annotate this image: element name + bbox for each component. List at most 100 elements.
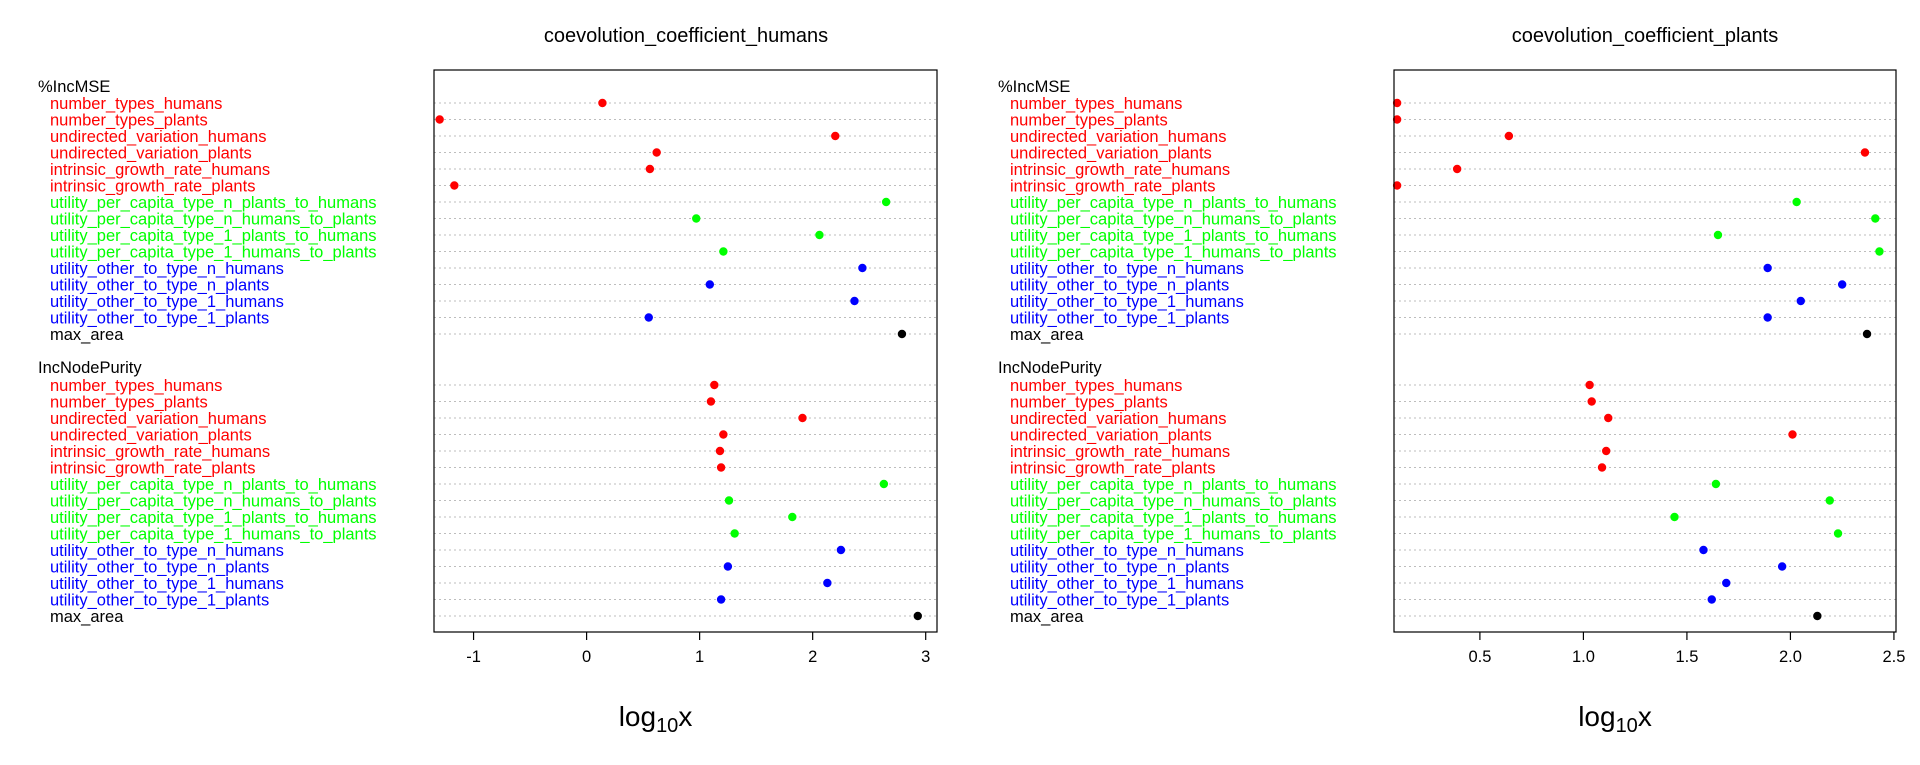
row-label: intrinsic_growth_rate_humans bbox=[50, 161, 270, 179]
row-label: utility_other_to_type_1_humans bbox=[50, 575, 284, 593]
row-label: utility_other_to_type_1_plants bbox=[1010, 592, 1229, 610]
row-label: utility_per_capita_type_1_humans_to_plan… bbox=[50, 244, 377, 262]
row-label: undirected_variation_plants bbox=[1010, 145, 1212, 163]
data-point bbox=[1813, 611, 1822, 621]
row-label: intrinsic_growth_rate_humans bbox=[1010, 443, 1230, 461]
panel-plants: coevolution_coefficient_plants%IncMSEnum… bbox=[998, 25, 1905, 737]
data-point bbox=[1699, 545, 1708, 555]
row-label: utility_other_to_type_n_plants bbox=[1010, 277, 1229, 295]
row-label: number_types_humans bbox=[1010, 377, 1182, 395]
row-label: max_area bbox=[50, 608, 124, 626]
row-label: max_area bbox=[1010, 608, 1084, 626]
row-label: utility_per_capita_type_n_humans_to_plan… bbox=[50, 493, 377, 511]
row-label: utility_other_to_type_1_humans bbox=[50, 293, 284, 311]
row-label: intrinsic_growth_rate_humans bbox=[1010, 161, 1230, 179]
panel-humans: coevolution_coefficient_humans%IncMSEnum… bbox=[38, 25, 938, 737]
data-point bbox=[435, 115, 444, 124]
row-label: utility_other_to_type_1_humans bbox=[1010, 575, 1244, 593]
data-point bbox=[1604, 413, 1613, 423]
data-point bbox=[1825, 496, 1834, 505]
row-label: intrinsic_growth_rate_plants bbox=[50, 178, 255, 196]
data-point bbox=[1788, 430, 1797, 439]
row-label: utility_per_capita_type_1_plants_to_huma… bbox=[50, 227, 377, 245]
row-label: utility_per_capita_type_n_plants_to_huma… bbox=[1010, 476, 1337, 494]
row-label: undirected_variation_plants bbox=[50, 145, 252, 163]
row-label: undirected_variation_humans bbox=[1010, 128, 1226, 146]
data-point bbox=[1392, 98, 1402, 108]
row-label: utility_per_capita_type_1_plants_to_huma… bbox=[1010, 227, 1337, 245]
x-axis-label-base: log bbox=[1578, 701, 1615, 732]
row-label: undirected_variation_humans bbox=[50, 410, 266, 428]
row-label: number_types_humans bbox=[1010, 95, 1182, 113]
row-label: undirected_variation_plants bbox=[1010, 427, 1212, 445]
row-label: utility_other_to_type_n_plants bbox=[50, 277, 269, 295]
data-point bbox=[1875, 247, 1884, 256]
row-label: utility_other_to_type_n_humans bbox=[50, 542, 284, 560]
data-point bbox=[831, 131, 840, 141]
row-label: number_types_plants bbox=[50, 394, 208, 412]
data-point bbox=[788, 512, 797, 522]
data-point bbox=[1777, 562, 1787, 571]
data-point bbox=[1860, 148, 1870, 157]
data-point bbox=[710, 380, 719, 390]
row-label: intrinsic_growth_rate_plants bbox=[1010, 178, 1215, 196]
x-axis-label-var: x bbox=[1638, 701, 1652, 732]
x-tick-label: 2.5 bbox=[1882, 648, 1905, 666]
chart-title: coevolution_coefficient_plants bbox=[1512, 25, 1778, 47]
row-label: intrinsic_growth_rate_plants bbox=[50, 460, 255, 478]
data-point bbox=[644, 313, 653, 322]
x-tick-label: 1.5 bbox=[1675, 648, 1698, 666]
row-label: utility_other_to_type_1_plants bbox=[50, 592, 269, 610]
row-label: utility_other_to_type_n_plants bbox=[1010, 559, 1229, 577]
data-point bbox=[692, 214, 701, 223]
x-axis-label: log10x bbox=[1578, 701, 1652, 737]
row-label: utility_other_to_type_n_plants bbox=[50, 559, 269, 577]
row-label: utility_per_capita_type_n_humans_to_plan… bbox=[1010, 211, 1337, 229]
data-point bbox=[1587, 397, 1596, 406]
x-tick-label: 1 bbox=[695, 648, 704, 666]
data-point bbox=[1707, 595, 1716, 604]
data-point bbox=[724, 496, 734, 505]
row-label: number_types_plants bbox=[50, 112, 208, 130]
data-point bbox=[1763, 313, 1772, 322]
data-point bbox=[730, 529, 739, 538]
x-tick-label: 0.5 bbox=[1468, 648, 1491, 666]
row-label: utility_other_to_type_1_plants bbox=[50, 310, 269, 328]
row-label: utility_other_to_type_1_humans bbox=[1010, 293, 1244, 311]
data-point bbox=[719, 430, 728, 439]
row-label: utility_per_capita_type_1_plants_to_huma… bbox=[50, 509, 377, 527]
row-label: utility_per_capita_type_1_plants_to_huma… bbox=[1010, 509, 1337, 527]
data-point bbox=[879, 479, 889, 489]
data-point bbox=[1597, 463, 1607, 472]
data-point bbox=[858, 263, 867, 273]
x-axis-label-base: log bbox=[619, 701, 656, 732]
data-point bbox=[1722, 578, 1731, 588]
data-point bbox=[1792, 197, 1801, 207]
data-point bbox=[1601, 446, 1611, 456]
x-tick-label: 2 bbox=[808, 648, 817, 666]
data-point bbox=[719, 247, 728, 256]
x-axis-label-sub: 10 bbox=[656, 715, 678, 737]
data-point bbox=[706, 397, 716, 406]
data-point bbox=[823, 578, 832, 588]
row-label: utility_per_capita_type_n_plants_to_huma… bbox=[1010, 194, 1337, 212]
data-point bbox=[850, 296, 859, 306]
data-point bbox=[715, 446, 725, 456]
plot-frame bbox=[433, 69, 938, 633]
data-point bbox=[1711, 479, 1721, 489]
data-point bbox=[645, 164, 655, 174]
x-tick-label: 3 bbox=[921, 648, 930, 666]
data-point bbox=[705, 280, 715, 289]
data-point bbox=[1837, 280, 1847, 289]
group-label: %IncMSE bbox=[998, 78, 1070, 96]
data-point bbox=[716, 595, 726, 604]
row-label: intrinsic_growth_rate_plants bbox=[1010, 460, 1215, 478]
data-point bbox=[798, 413, 807, 423]
group-label: %IncMSE bbox=[38, 78, 110, 96]
plot-frame bbox=[1393, 69, 1897, 633]
row-label: utility_per_capita_type_n_humans_to_plan… bbox=[50, 211, 377, 229]
row-label: utility_per_capita_type_n_plants_to_huma… bbox=[50, 194, 377, 212]
data-point bbox=[1392, 115, 1402, 124]
